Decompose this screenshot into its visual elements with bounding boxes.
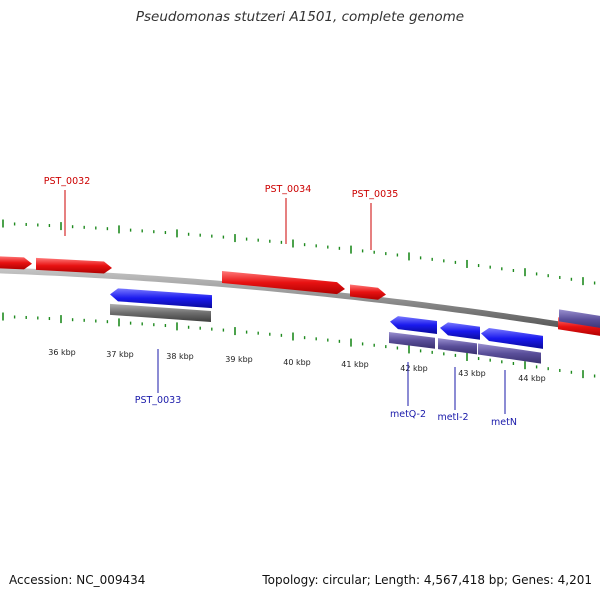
- map-title: Pseudomonas stutzeri A1501, complete gen…: [135, 9, 465, 25]
- outer-tick-row: [2, 219, 596, 286]
- gene-label: PST_0034: [265, 184, 312, 195]
- gene-label: PST_0032: [44, 176, 91, 187]
- scale-label: 44 kbp: [518, 374, 546, 383]
- scale-label: 37 kbp: [106, 350, 134, 359]
- genome-backbone: [0, 267, 600, 334]
- gene-label: metQ-2: [390, 409, 426, 420]
- scale-label: 41 kbp: [341, 360, 369, 369]
- gene-arrow: [36, 257, 112, 274]
- gene-label: PST_0035: [352, 189, 399, 200]
- scale-label: 40 kbp: [283, 358, 311, 367]
- cds-bar: [559, 309, 600, 328]
- scale-label: 38 kbp: [166, 352, 194, 361]
- gene-arrow: [222, 270, 345, 295]
- accession-label: Accession: NC_009434: [9, 573, 146, 587]
- inner-tick-row: [2, 312, 596, 379]
- gene-arrow: [440, 322, 480, 340]
- scale-label: 39 kbp: [225, 355, 253, 364]
- gene-label: metI-2: [437, 412, 468, 423]
- cds-bar: [389, 331, 435, 349]
- gene-label: metN: [491, 417, 517, 428]
- cds-bar: [438, 338, 477, 355]
- cds-bar: [478, 343, 541, 364]
- scale-label: 43 kbp: [458, 369, 486, 378]
- pseudogene-bar: [110, 303, 211, 323]
- genome-summary-label: Topology: circular; Length: 4,567,418 bp…: [262, 573, 592, 587]
- scale-label: 42 kbp: [400, 364, 428, 373]
- gene-label: PST_0033: [135, 395, 182, 406]
- gene-arrow: [110, 288, 212, 309]
- gene-arrow: [0, 256, 32, 270]
- gene-arrow: [350, 284, 386, 300]
- gene-arrow: [390, 316, 437, 334]
- gene-arrow: [481, 327, 543, 349]
- scale-label: 36 kbp: [48, 348, 76, 357]
